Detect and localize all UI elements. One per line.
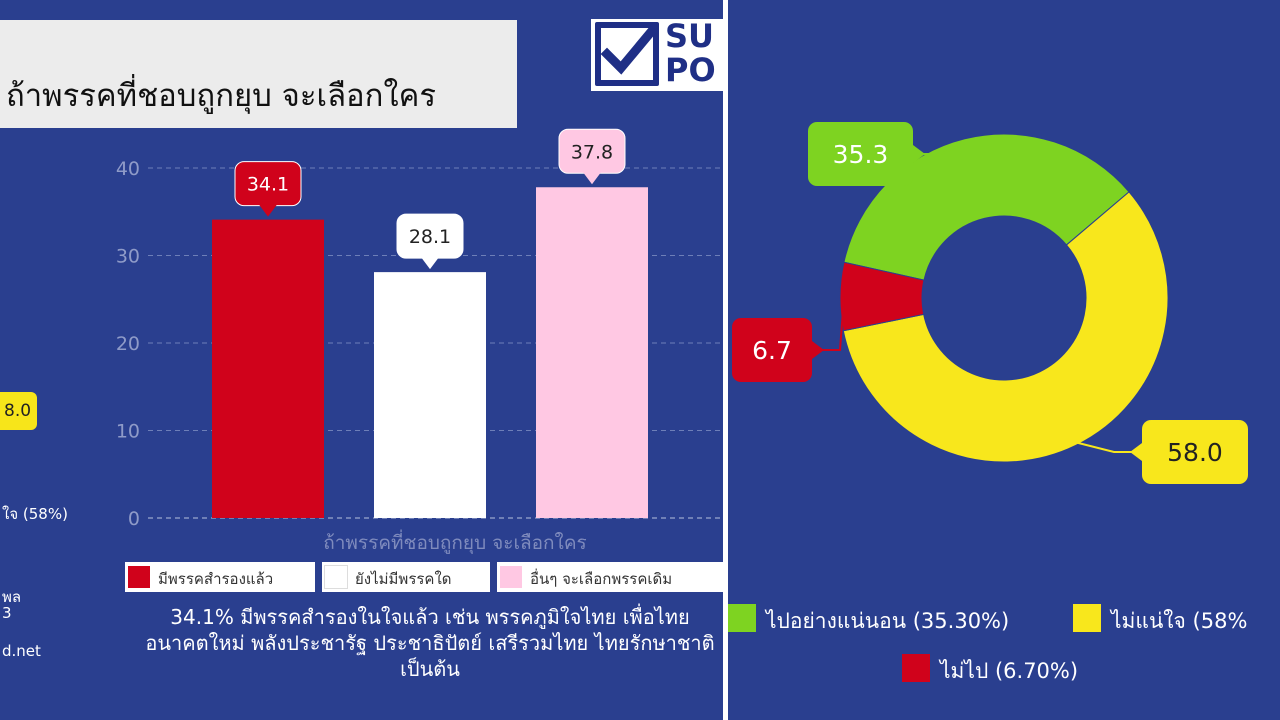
logo-text: SU PO [665, 19, 716, 87]
bar-legend-item-0: มีพรรคสำรองแล้ว [125, 562, 315, 592]
bar-legend-item-2: อื่นๆ จะเลือกพรรคเดิม [497, 562, 723, 592]
donut-data-label-box-2 [732, 318, 812, 382]
caption-text: 34.1% มีพรรคสำรองในใจแล้ว เช่น พรรคภูมิใ… [145, 605, 715, 681]
bar-chart: 0 10 20 30 40 34.1 28.1 37.8 ถ้าพรรคที่ชอบถูกยุบ… [116, 128, 720, 555]
bar-legend-label-0: มีพรรคสำรองแล้ว [158, 570, 274, 588]
y-tick-label-0: 0 [128, 508, 140, 530]
edge-text-3: 3 [2, 604, 12, 622]
donut-legend-label-2: ไม่ไป (6.70%) [940, 659, 1079, 683]
check-icon [595, 22, 659, 86]
edge-badge-text: 8.0 [4, 401, 32, 421]
donut-data-label-2: 6.7 [732, 296, 846, 382]
donut-legend-swatch-2 [902, 654, 930, 682]
y-tick-label-20: 20 [116, 333, 140, 355]
chart-title: ถ้าพรรคที่ชอบถูกยุบ จะเลือกใคร [6, 78, 436, 114]
bar-data-label-2: 37.8 [558, 128, 626, 185]
bar-2 [536, 187, 648, 518]
donut-data-label-box-0 [808, 122, 913, 186]
y-tick-label-10: 10 [116, 421, 140, 443]
donut-slice-1 [842, 191, 1169, 463]
donut-legend-label-0: ไปอย่างแน่นอน (35.30%) [766, 609, 1010, 633]
edge-text-4: d.net [2, 642, 41, 660]
donut-data-label-connector-1 [1073, 440, 1138, 453]
donut-legend-label-1: ไม่แน่ใจ (58% [1111, 609, 1248, 633]
y-tick-label-30: 30 [116, 246, 140, 268]
donut-data-label-1: 58.0 [1073, 420, 1248, 484]
bar-legend-swatch-1 [324, 565, 348, 589]
donut-data-label-pointer-0 [913, 145, 925, 163]
donut-chart-panel: 35.3 58.0 6.7 ไปอย่างแน่นอน (35.30%) ไม่แน… [728, 0, 1280, 720]
donut-data-label-text-1: 58.0 [1167, 438, 1223, 467]
bar-legend-swatch-2 [500, 566, 522, 588]
bar-chart-panel: ถ้าพรรคที่ชอบถูกยุบ จะเลือกใคร SU PO 0 10… [0, 0, 723, 720]
bar-data-label-pointer-1 [421, 257, 439, 270]
donut-data-label-pointer-1 [1130, 443, 1142, 461]
donut-chart: 35.3 58.0 6.7 [732, 122, 1248, 484]
logo-text-line1: SU [665, 19, 715, 55]
title-box: ถ้าพรรคที่ชอบถูกยุบ จะเลือกใคร [0, 20, 517, 128]
bar-legend-label-2: อื่นๆ จะเลือกพรรคเดิม [530, 570, 673, 588]
donut-data-label-text-0: 35.3 [833, 140, 889, 169]
bar-legend-swatch-0 [128, 566, 150, 588]
donut-data-label-text-2: 6.7 [752, 336, 792, 365]
donut-data-label-box-1 [1142, 420, 1248, 484]
bar-legend-label-1: ยังไม่มีพรรคใด [355, 570, 452, 588]
bar-1 [374, 272, 486, 518]
bar-data-label-pointer-2 [583, 172, 601, 185]
x-axis-label: ถ้าพรรคที่ชอบถูกยุบ จะเลือกใคร [323, 529, 587, 555]
bar-legend-item-1: ยังไม่มีพรรคใด [322, 562, 490, 592]
bar-data-label-text-0: 34.1 [247, 174, 289, 196]
logo-text-line2: PO [665, 51, 716, 89]
bar-data-label-text-2: 37.8 [571, 141, 613, 163]
y-tick-label-40: 40 [116, 158, 140, 180]
edge-text-2: พล [2, 588, 22, 606]
donut-data-label-pointer-2 [812, 341, 824, 359]
donut-legend-swatch-0 [728, 604, 756, 632]
bar-data-label-text-1: 28.1 [409, 226, 451, 248]
bar-0 [212, 219, 324, 518]
bar-data-label-0: 34.1 [234, 161, 302, 217]
donut-data-label-0: 35.3 [808, 122, 967, 186]
bar-data-label-pointer-0 [259, 204, 277, 217]
bar-data-label-1: 28.1 [396, 213, 464, 270]
edge-text-1: ใจ (58%) [2, 505, 68, 523]
donut-slice-2 [839, 261, 925, 332]
edge-badge: 8.0 [0, 392, 37, 430]
logo: SU PO [591, 19, 723, 91]
donut-legend-swatch-1 [1073, 604, 1101, 632]
